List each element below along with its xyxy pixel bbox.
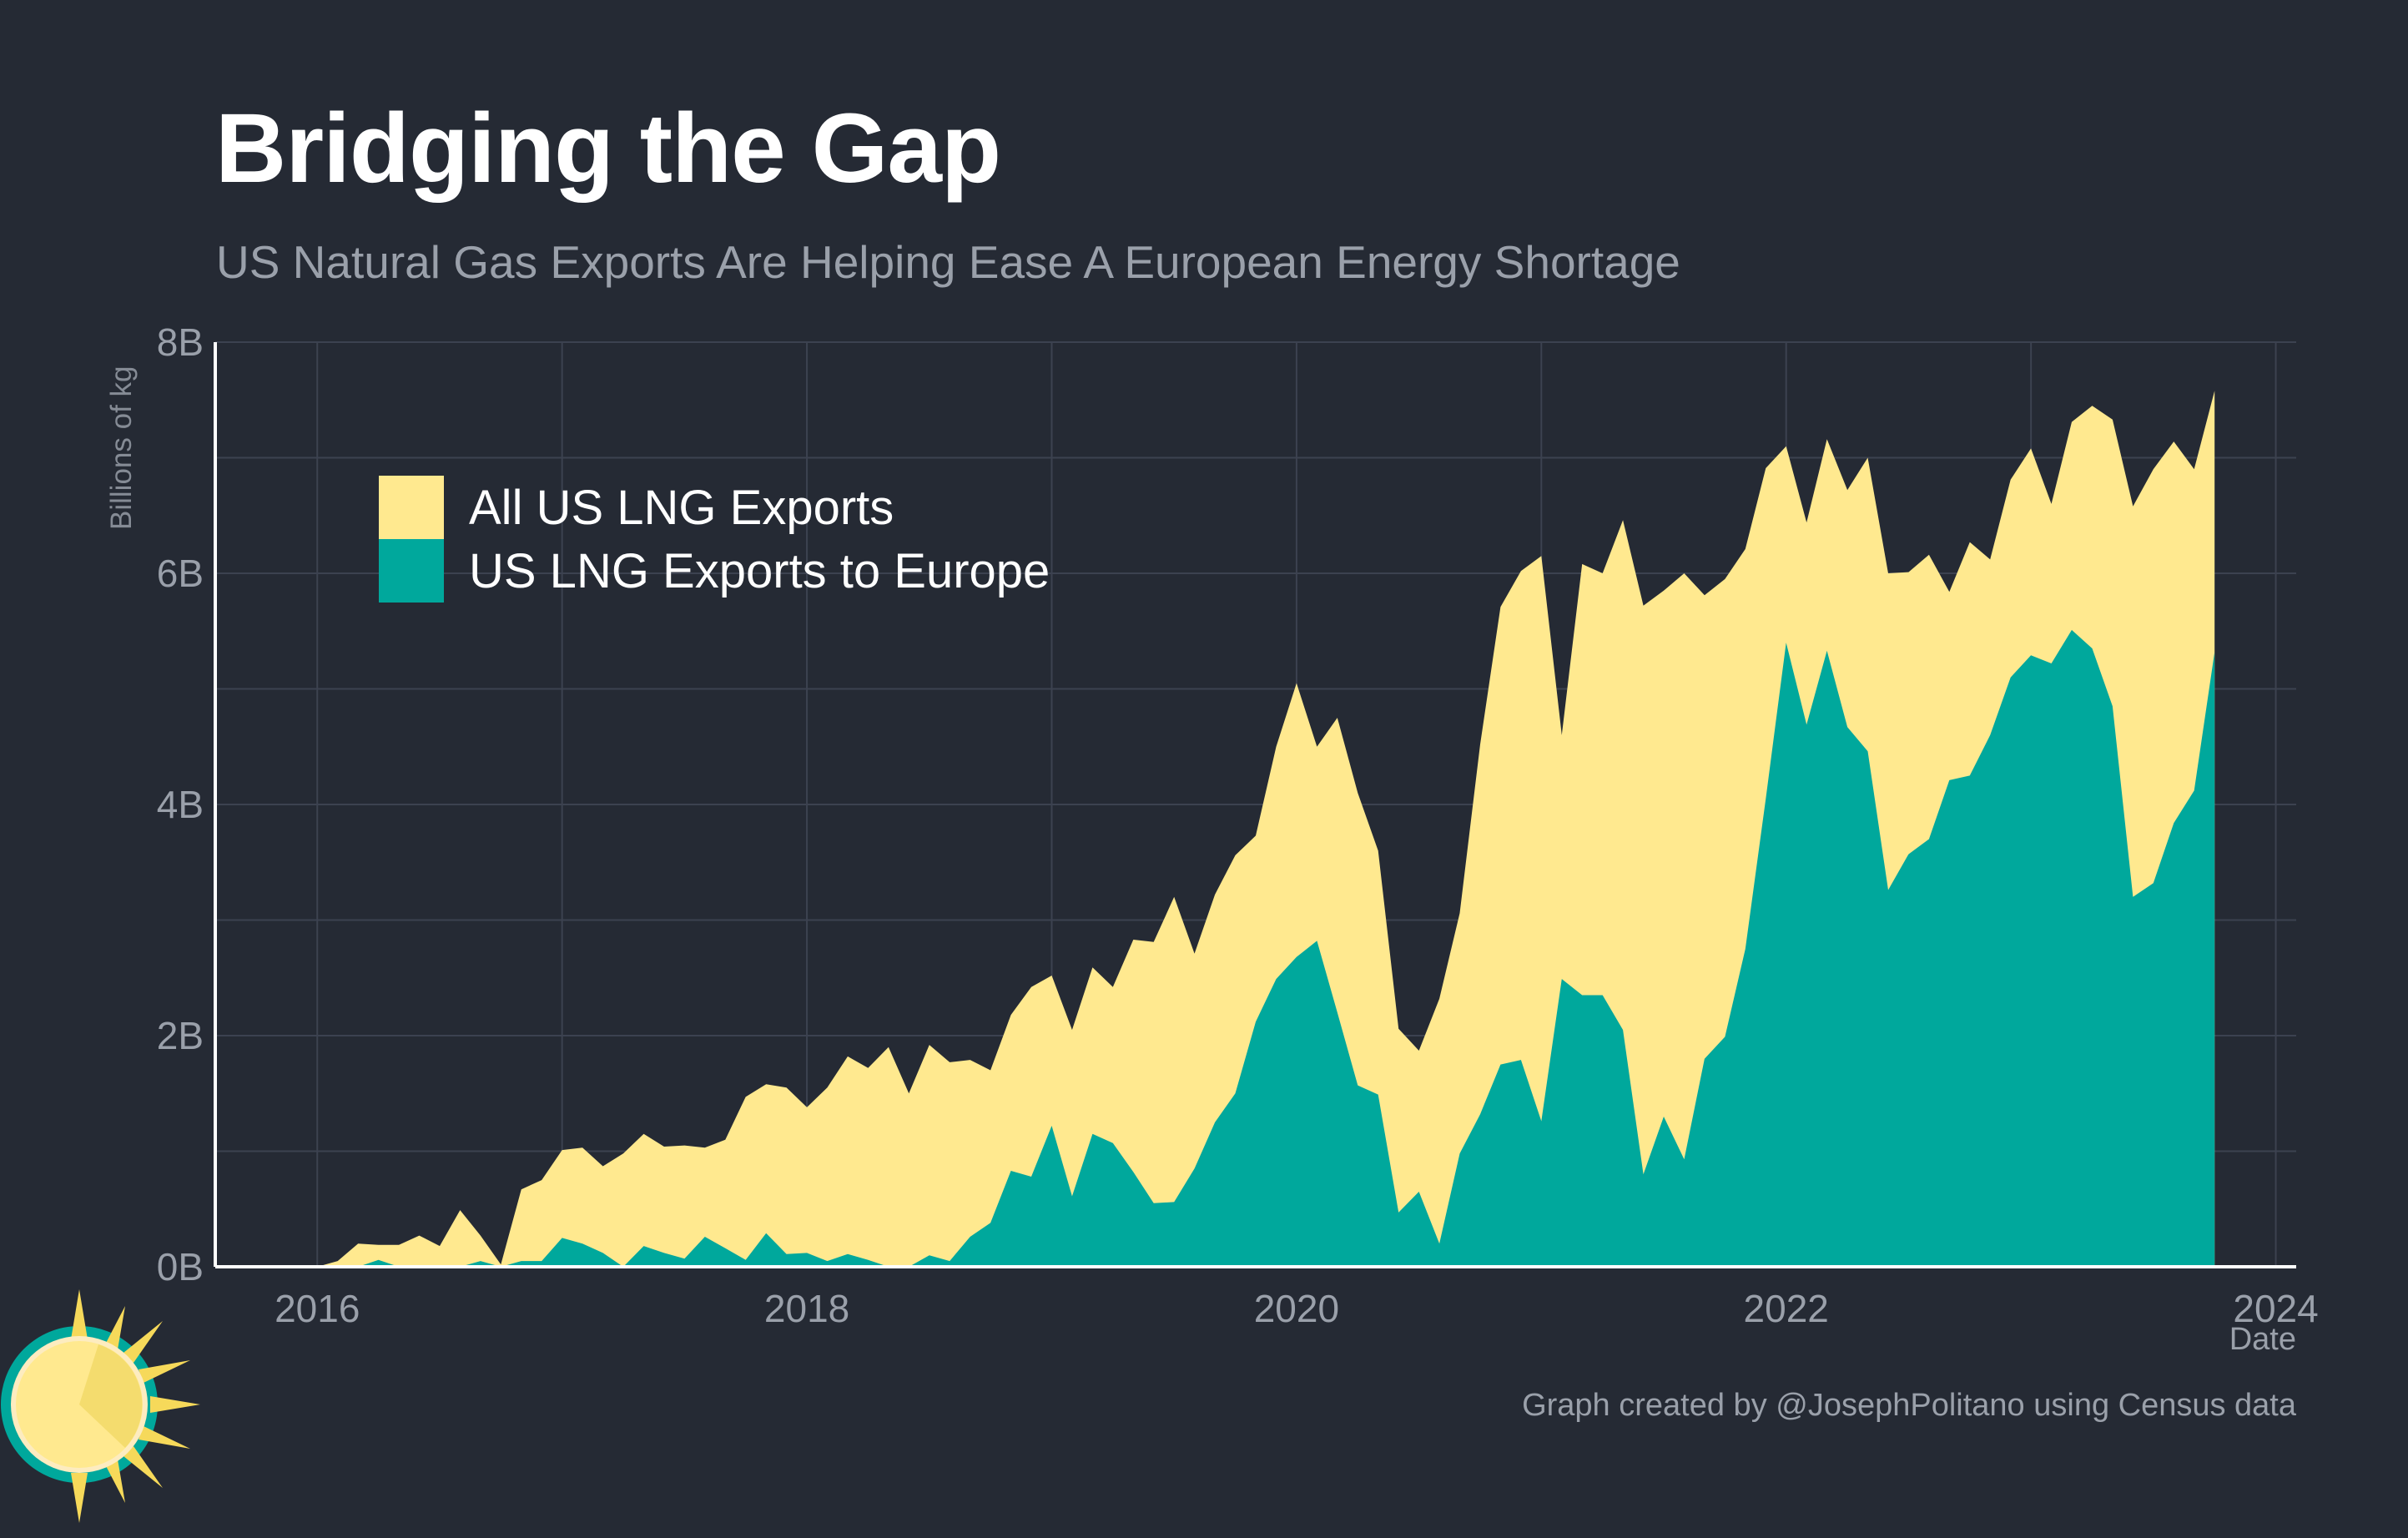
x-axis-label: Date — [2229, 1322, 2296, 1357]
legend-swatch — [379, 539, 444, 603]
x-tick-label: 2020 — [1254, 1287, 1339, 1330]
y-tick-label: 0B — [157, 1245, 204, 1288]
source-caption: Graph created by @JosephPolitano using C… — [1522, 1388, 2296, 1423]
x-tick-label: 2016 — [275, 1287, 360, 1330]
sun-logo-icon — [1, 1289, 200, 1523]
chart-subtitle: US Natural Gas Exports Are Helping Ease … — [216, 236, 1680, 288]
legend-label: US LNG Exports to Europe — [469, 544, 1050, 598]
tick-labels: 0B 2B 4B 6B 8B 2016 2018 2020 2022 2024 — [157, 320, 2319, 1330]
y-tick-label: 8B — [157, 320, 204, 364]
legend-swatch — [379, 476, 444, 539]
axes — [214, 342, 2296, 1268]
area-series-1 — [317, 629, 2215, 1267]
y-tick-label: 6B — [157, 552, 204, 595]
legend-label: All US LNG Exports — [469, 481, 894, 535]
legend: All US LNG Exports US LNG Exports to Euro… — [379, 476, 1050, 603]
x-tick-label: 2022 — [1744, 1287, 1829, 1330]
y-tick-label: 2B — [157, 1014, 204, 1057]
x-tick-label: 2024 — [2233, 1287, 2318, 1330]
chart-title: Bridging the Gap — [215, 93, 1001, 204]
x-tick-label: 2018 — [764, 1287, 849, 1330]
y-tick-label: 4B — [157, 783, 204, 826]
area-series — [317, 391, 2215, 1268]
